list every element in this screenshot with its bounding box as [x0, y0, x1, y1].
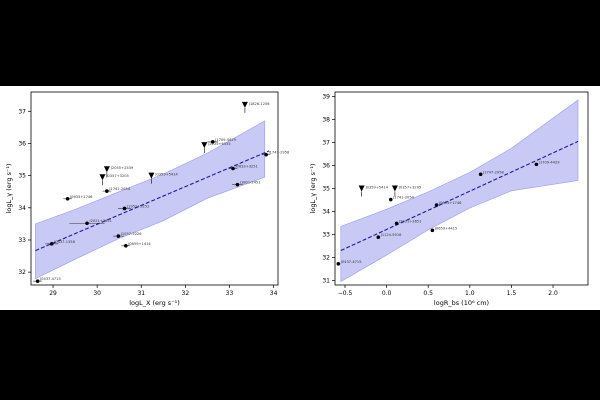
right-upper-limit-marker — [358, 185, 365, 192]
right-y-tick-label: 37 — [322, 140, 330, 147]
left-point-label: J0437-4715 — [39, 277, 61, 281]
right-point-label: J1741-2054 — [392, 196, 414, 200]
left-point-label: J1741-2054 — [108, 187, 130, 191]
left-data-point — [85, 221, 89, 226]
left-point-label: J0357+3205 — [105, 174, 128, 178]
left-y-tick-label: 33 — [18, 237, 26, 244]
left-x-tick-label: 31 — [137, 290, 145, 297]
left-y-axis-label: logL_γ (erg s⁻¹) — [5, 164, 13, 214]
left-data-point — [49, 242, 54, 246]
right-point-label: J0359+5414 — [365, 186, 389, 190]
right-data-point — [388, 197, 393, 202]
left-upper-limit-marker — [103, 166, 110, 173]
right-data-point — [376, 235, 381, 240]
left-y-tick-label: 34 — [18, 205, 26, 212]
left-point-label: J2021+3651 — [89, 219, 112, 223]
left-y-tick-label: 36 — [18, 140, 26, 147]
right-fit-line — [340, 140, 579, 252]
right-upper-limit-marker — [391, 185, 398, 192]
left-data-point — [235, 182, 240, 187]
left-data-point — [122, 206, 127, 211]
right-y-tick-label: 32 — [322, 254, 330, 261]
left-y-tick-label: 32 — [18, 269, 26, 276]
figure: J0437-4715 J0437-1358 J0633+1746 J2021+3651… — [0, 86, 600, 310]
left-point-label: J1709-4429 — [214, 138, 236, 142]
right-point-label: J0437-4715 — [340, 260, 362, 264]
left-x-tick-label: 33 — [226, 290, 234, 297]
left-confidence-band — [35, 120, 266, 280]
left-point-label: J1801-2451 — [239, 181, 261, 185]
right-x-tick-label: 2.0 — [548, 290, 558, 297]
right-y-tick-label: 36 — [322, 163, 330, 170]
right-data-point — [336, 262, 341, 266]
left-axes-frame — [30, 91, 279, 286]
right-data-point — [430, 228, 435, 233]
left-point-label: J1826-1256 — [248, 102, 270, 106]
left-data-point — [210, 140, 215, 144]
right-data-point — [394, 221, 399, 226]
right-x-tick-label: −0.5 — [338, 290, 353, 297]
left-upper-limit-marker — [201, 142, 208, 149]
left-data-point — [65, 196, 70, 201]
left-data-point — [105, 189, 109, 193]
right-confidence-band — [340, 99, 579, 283]
right-point-label: J1709-4429 — [538, 160, 560, 164]
left-fit-line — [35, 150, 270, 252]
right-point-label: J0659+4415 — [434, 226, 457, 230]
left-point-label: J1952+3252 — [126, 204, 149, 208]
left-data-point — [264, 152, 268, 157]
left-upper-limit-marker — [99, 174, 106, 181]
left-upper-limit-marker — [241, 101, 248, 108]
right-y-tick-label: 35 — [322, 186, 330, 193]
right-y-tick-label: 39 — [322, 94, 330, 101]
chart-left: J0437-4715 J0437-1358 J0633+1746 J2021+3651… — [5, 91, 290, 307]
right-x-tick-label: 1.0 — [465, 290, 475, 297]
left-point-label: J1747-2958 — [268, 151, 290, 155]
left-point-label: J1057-5226 — [120, 232, 142, 236]
right-point-label: J0633+1746 — [438, 201, 462, 205]
right-y-tick-label: 33 — [322, 231, 330, 238]
right-point-label: J1124-5916 — [380, 233, 402, 237]
left-y-tick-label: 37 — [18, 108, 26, 115]
right-y-tick-label: 31 — [322, 277, 330, 284]
left-data-point — [35, 279, 40, 283]
left-x-tick-label: 34 — [270, 290, 278, 297]
left-upper-limit-marker — [148, 172, 155, 179]
right-data-point — [478, 172, 483, 177]
left-point-label: J0659+1414 — [127, 242, 151, 246]
left-point-label: J0437-1358 — [53, 240, 75, 244]
right-y-tick-label: 34 — [322, 208, 330, 215]
left-point-label: J2225+6535 — [207, 142, 230, 146]
right-y-axis-label: logL_γ (erg s⁻¹) — [309, 164, 317, 214]
chart-right: J0437-4715 J1124-5916 J1741-2054 J2021+3651… — [309, 91, 589, 307]
left-x-tick-label: 29 — [49, 290, 57, 297]
right-point-label: J1747-2958 — [482, 170, 504, 174]
left-y-tick-label: 35 — [18, 173, 26, 180]
right-x-axis-label: logR_bs (10⁶ cm) — [434, 299, 489, 307]
right-point-label: J0357+3205 — [398, 186, 421, 190]
left-point-label: J0359+5414 — [154, 173, 178, 177]
right-x-tick-label: 0.5 — [423, 290, 433, 297]
right-x-tick-label: 1.5 — [507, 290, 517, 297]
left-point-label: J2055+2539 — [110, 166, 134, 170]
left-data-point — [231, 166, 235, 171]
right-point-label: J2021+3651 — [398, 219, 421, 223]
left-data-point — [116, 234, 121, 238]
left-point-label: J0633+1746 — [69, 195, 93, 199]
left-x-axis-label: logL_X (erg s⁻¹) — [129, 299, 180, 307]
left-point-label: J0633+3251 — [235, 165, 258, 169]
left-x-tick-label: 32 — [182, 290, 190, 297]
right-data-point — [534, 162, 539, 167]
right-x-tick-label: 0.0 — [382, 290, 392, 297]
left-data-point — [124, 243, 128, 248]
right-data-point — [434, 203, 439, 207]
right-y-tick-label: 38 — [322, 117, 330, 124]
left-x-tick-label: 30 — [93, 290, 101, 297]
